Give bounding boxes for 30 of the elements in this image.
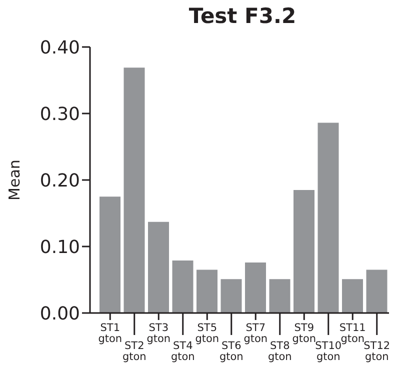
y-tick-label: 0.00 [40,303,80,324]
bar [220,279,242,313]
x-tick-label: ST5 gton [195,322,220,345]
bar [148,222,169,313]
x-tick-label: ST9 gton [292,322,316,345]
bar [124,68,145,313]
x-tick-label: ST8 gton [268,340,292,363]
x-tick-label: ST2 gton [122,340,146,363]
x-tick-label: ST1 gton [98,322,122,345]
bar [366,270,388,313]
bar [196,270,218,313]
bar [318,122,339,313]
bar [245,262,266,313]
y-tick-label: 0.30 [40,104,80,125]
chart-title: Test F3.2 [188,4,298,28]
x-tick-label: ST4 gton [170,340,195,363]
bar [100,196,120,313]
x-tick-label: ST3 gton [146,322,171,345]
y-tick-label: 0.20 [40,170,80,192]
x-tick-label: ST12 gton [364,340,390,363]
y-axis-title: Mean [5,160,24,200]
bar [172,260,194,313]
y-tick-label: 0.40 [40,37,80,58]
bar [269,279,290,313]
bar [342,279,363,313]
y-tick-label: 0.10 [40,236,80,258]
x-tick-label: ST7 gton [244,322,268,345]
x-tick-label: ST10 gton [315,340,342,363]
bar [294,190,314,313]
x-tick-label: ST6 gton [219,340,244,363]
